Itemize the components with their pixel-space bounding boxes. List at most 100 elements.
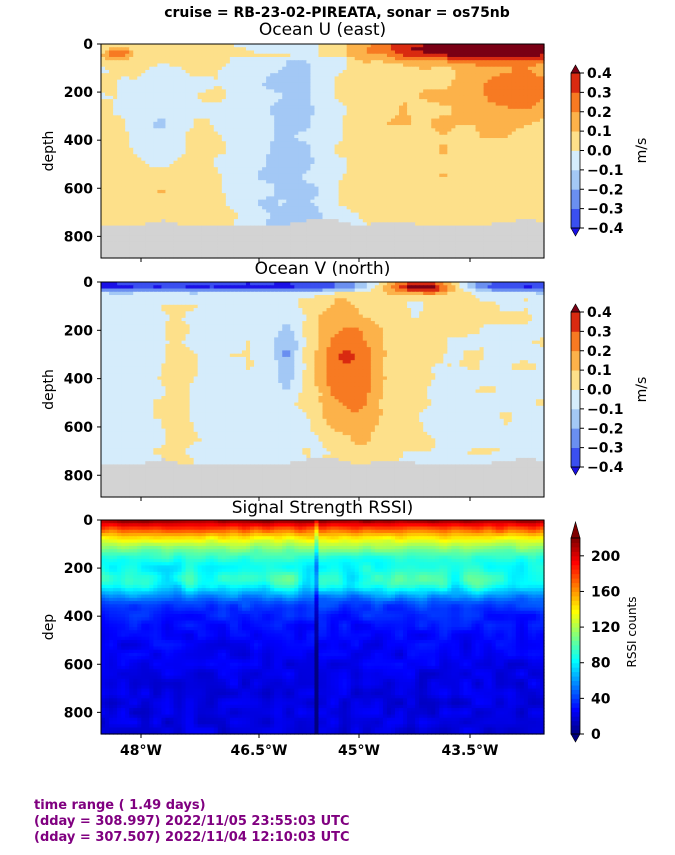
heatmap-cell [463,69,469,74]
heatmap-cell [241,105,247,110]
heatmap-cell [141,121,146,126]
heatmap-cell [302,108,307,113]
heatmap-cell [427,50,432,55]
heatmap-cell [439,89,444,94]
heatmap-cell [185,99,191,103]
heatmap-cell [390,105,396,110]
heatmap-cell [145,69,150,74]
heatmap-cell [109,69,114,74]
heatmap-cell [475,66,481,71]
heatmap-cell [354,134,360,139]
heatmap-cell [370,99,376,103]
heatmap-cell [358,141,364,146]
heatmap-cell [443,86,448,90]
heatmap-cell [427,131,432,136]
heatmap-cell [467,66,473,71]
heatmap-cell [423,147,428,152]
heatmap-cell [241,131,247,136]
heatmap-cell [298,66,303,71]
heatmap-cell [225,118,231,123]
heatmap-cell [229,121,235,126]
heatmap-cell [121,108,126,113]
heatmap-cell [145,44,150,48]
heatmap-cell [479,63,485,68]
heatmap-cell [511,141,517,146]
heatmap-cell [467,63,473,68]
heatmap-cell [338,125,344,129]
heatmap-cell [165,144,171,149]
heatmap-cell [370,56,376,61]
heatmap-cell [495,56,501,61]
heatmap-cell [475,44,481,48]
heatmap-cell [399,121,404,126]
heatmap-cell [346,73,352,78]
heatmap-cell [262,73,267,78]
heatmap-cell [145,92,150,97]
heatmap-cell [382,63,388,68]
heatmap-cell [479,82,485,87]
heatmap-cell [358,121,364,126]
heatmap-cell [459,76,465,81]
heatmap-cell [423,50,428,55]
heatmap-cell [503,56,509,61]
heatmap-cell [165,151,171,155]
heatmap-cell [451,105,456,110]
heatmap-cell [411,63,416,68]
heatmap-cell [399,154,404,159]
heatmap-cell [105,99,110,103]
heatmap-cell [233,144,239,149]
heatmap-cell [153,76,158,81]
heatmap-cell [254,160,259,165]
heatmap-cell [133,147,138,152]
heatmap-cell [346,82,352,87]
heatmap-cell [431,89,436,94]
heatmap-cell [149,66,154,71]
heatmap-cell [386,47,392,52]
heatmap-cell [145,108,150,113]
heatmap-cell [499,108,505,113]
heatmap-cell [535,105,541,110]
heatmap-cell [378,66,384,71]
heatmap-cell [471,76,477,81]
heatmap-cell [523,118,529,123]
heatmap-cell [539,60,545,65]
heatmap-cell [197,115,203,120]
heatmap-cell [282,141,287,146]
heatmap-cell [250,141,255,146]
heatmap-cell [491,50,497,55]
heatmap-cell [286,118,291,123]
heatmap-cell [451,89,456,94]
heatmap-cell [113,73,118,78]
heatmap-cell [350,144,356,149]
heatmap-cell [113,89,118,94]
heatmap-cell [394,108,400,113]
heatmap-cell [185,79,191,84]
heatmap-cell [523,86,529,90]
heatmap-cell [350,89,356,94]
heatmap-cell [507,128,513,133]
heatmap-cell [125,95,130,100]
heatmap-cell [467,44,473,48]
heatmap-cell [382,99,388,103]
heatmap-cell [443,121,448,126]
heatmap-cell [266,56,271,61]
heatmap-cell [294,47,299,52]
heatmap-cell [129,138,134,142]
heatmap-cell [491,108,497,113]
heatmap-cell [394,151,400,155]
heatmap-cell [531,108,537,113]
heatmap-cell [451,60,456,65]
heatmap-cell [254,47,259,52]
heatmap-cell [515,125,521,129]
heatmap-cell [471,112,477,116]
heatmap-cell [531,56,537,61]
heatmap-cell [149,112,154,116]
heatmap-cell [386,118,392,123]
heatmap-cell [306,125,312,129]
heatmap-cell [205,60,211,65]
heatmap-cell [149,53,154,58]
heatmap-cell [403,47,408,52]
heatmap-cell [318,112,324,116]
heatmap-cell [535,66,541,71]
heatmap-cell [527,76,533,81]
